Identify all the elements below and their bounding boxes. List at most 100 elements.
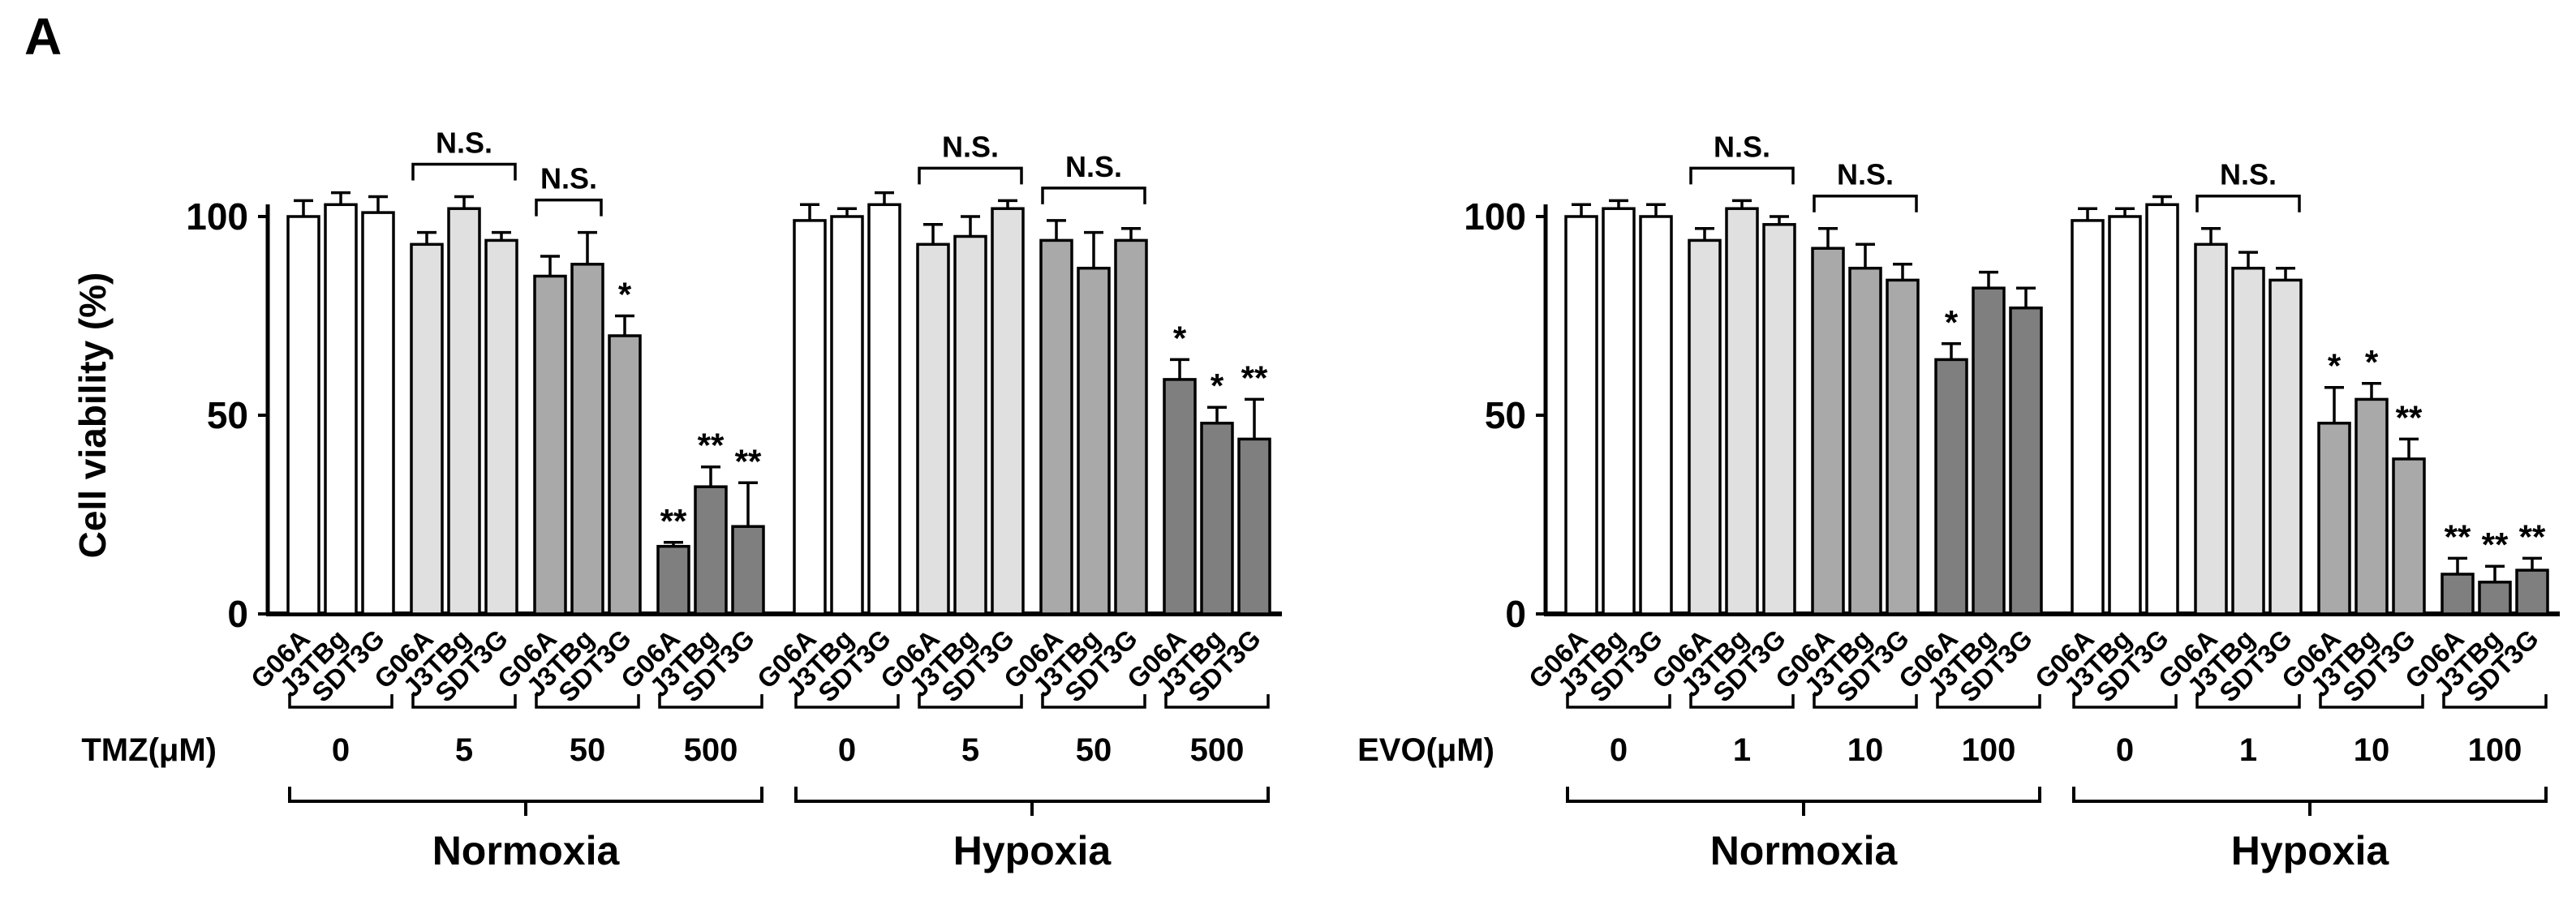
sig-label: *	[1211, 367, 1224, 405]
bar	[1039, 238, 1073, 616]
bar	[1564, 215, 1598, 616]
bar	[1639, 215, 1673, 616]
bar	[533, 274, 567, 616]
dose-label: 100	[1962, 732, 2016, 768]
bar	[2392, 457, 2426, 616]
dose-bracket	[1813, 694, 1918, 709]
ns-label: N.S.	[1837, 158, 1894, 191]
dose-bracket	[1041, 694, 1146, 709]
ns-label: N.S.	[540, 162, 597, 195]
bar-chart-evo: 050100G06AJ3TBgSDT3GG06AJ3TBgSDT3GN.S.G0…	[1357, 130, 2560, 873]
bar	[2478, 581, 2512, 616]
dose-label: 100	[2468, 732, 2522, 768]
drug-label: EVO(μM)	[1357, 732, 1494, 768]
bar	[410, 242, 444, 616]
sig-label: *	[618, 276, 632, 314]
ns-label: N.S.	[942, 130, 999, 163]
bar	[1200, 422, 1234, 616]
dose-bracket	[794, 694, 900, 709]
bar	[2441, 573, 2475, 616]
y-axis-label: Cell viability (%)	[71, 272, 114, 559]
condition-bracket	[288, 787, 763, 803]
sig-label: **	[1241, 358, 1268, 397]
dose-label: 500	[1190, 732, 1245, 768]
dose-bracket	[2072, 694, 2178, 709]
bar	[2317, 422, 2351, 616]
bar	[867, 203, 901, 616]
bar	[2009, 306, 2043, 616]
bar	[1848, 266, 1882, 616]
bar	[1688, 238, 1722, 616]
dose-bracket	[1689, 694, 1795, 709]
dose-bracket	[2442, 694, 2548, 709]
dose-label: 0	[838, 732, 856, 768]
ns-label: N.S.	[1065, 150, 1122, 183]
ns-bracket	[535, 198, 603, 217]
sig-label: **	[698, 427, 725, 465]
sig-label: **	[735, 442, 762, 480]
bar	[608, 334, 642, 616]
drug-label: TMZ(μM)	[81, 732, 217, 768]
dose-bracket	[2319, 694, 2424, 709]
condition-label: Normoxia	[1710, 828, 1899, 873]
condition-label: Normoxia	[432, 828, 621, 873]
sig-label: **	[2445, 517, 2471, 556]
y-tick-label: 100	[186, 195, 248, 238]
y-tick-label: 0	[227, 593, 248, 635]
ns-label: N.S.	[1714, 130, 1770, 163]
dose-label: 0	[332, 732, 350, 768]
dose-label: 5	[455, 732, 473, 768]
bar	[1725, 207, 1759, 616]
bar	[953, 234, 987, 616]
bar	[1934, 358, 1968, 616]
dose-label: 500	[684, 732, 738, 768]
bar	[1114, 238, 1148, 616]
ns-bracket	[2195, 194, 2301, 212]
bar	[2108, 215, 2142, 616]
bar	[793, 219, 827, 616]
bar	[447, 207, 481, 616]
y-tick-label: 50	[1485, 394, 1526, 436]
dose-bracket	[918, 694, 1023, 709]
sig-label: **	[2482, 526, 2509, 564]
bar	[484, 238, 518, 616]
ns-bracket	[918, 166, 1023, 185]
ns-label: N.S.	[2220, 158, 2277, 191]
bar	[830, 215, 864, 616]
bar	[2231, 266, 2265, 616]
dose-label: 50	[570, 732, 606, 768]
bar	[694, 485, 728, 616]
bar	[731, 525, 765, 616]
bar	[1762, 223, 1796, 616]
condition-bracket	[2072, 787, 2548, 803]
dose-bracket	[2195, 694, 2301, 709]
bar	[1972, 286, 2006, 616]
bar	[1237, 437, 1271, 616]
bar	[2355, 397, 2389, 616]
dose-label: 10	[2354, 732, 2390, 768]
condition-bracket	[794, 787, 1270, 803]
bar	[656, 544, 690, 616]
dose-bracket	[288, 694, 393, 709]
sig-label: **	[2519, 517, 2546, 556]
bar	[1602, 207, 1636, 616]
dose-label: 10	[1847, 732, 1884, 768]
bar	[324, 203, 358, 616]
dose-label: 1	[2239, 732, 2257, 768]
dose-bracket	[1936, 694, 2041, 709]
dose-label: 50	[1076, 732, 1112, 768]
dose-label: 1	[1733, 732, 1751, 768]
sig-label: *	[2328, 347, 2342, 385]
bar	[2145, 203, 2179, 616]
dose-bracket	[535, 694, 640, 709]
bar	[1077, 266, 1111, 616]
dose-label: 0	[1610, 732, 1628, 768]
y-tick-label: 50	[207, 394, 248, 436]
sig-label: **	[660, 502, 687, 540]
bar	[2071, 219, 2105, 616]
bar	[1163, 378, 1197, 616]
